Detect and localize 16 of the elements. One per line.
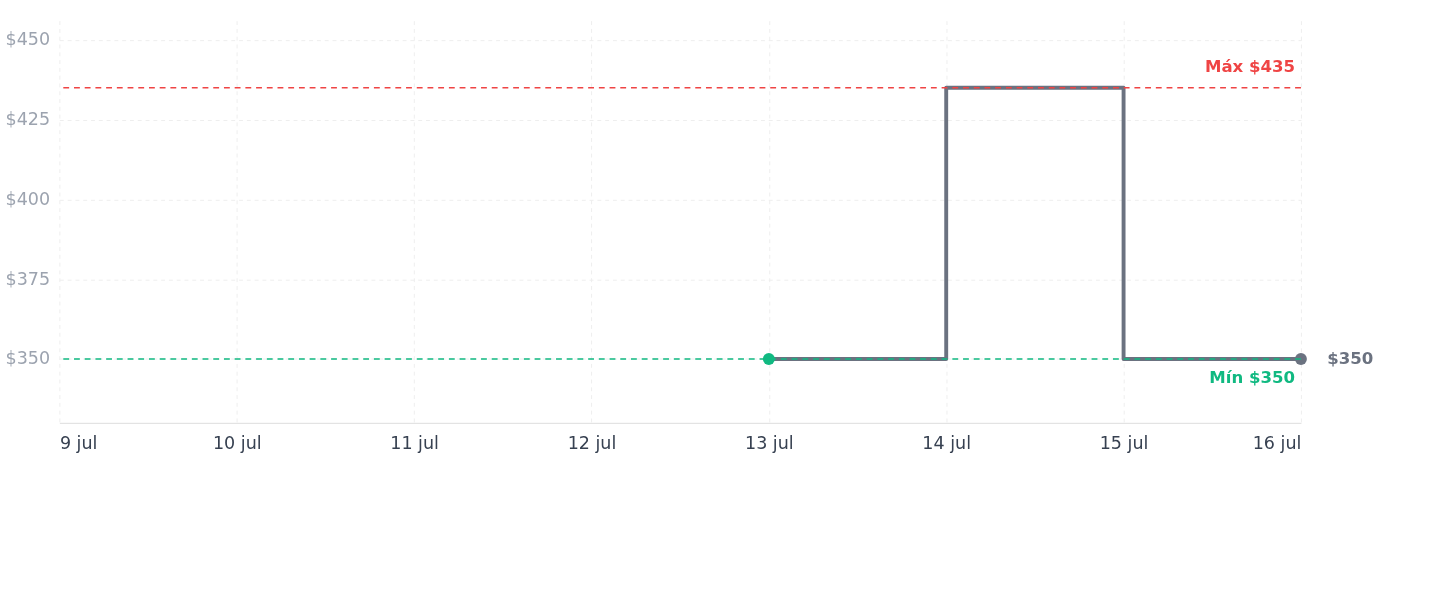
x-tick-label: 12 jul xyxy=(567,432,617,453)
x-tick-label: 10 jul xyxy=(212,432,262,453)
x-tick-label: 15 jul xyxy=(1099,432,1149,453)
annotation: $350 xyxy=(1327,348,1374,368)
y-tick-label: $425 xyxy=(5,108,51,129)
x-tick-label: 16 jul xyxy=(1252,432,1302,453)
x-tick-label: 9 jul xyxy=(59,432,98,453)
y-tick-label: $400 xyxy=(5,188,51,209)
x-tick-label: 13 jul xyxy=(744,432,794,453)
y-tick-label: $375 xyxy=(5,268,51,289)
ref-line-label: Máx $435 xyxy=(1204,57,1296,77)
y-tick-label: $350 xyxy=(5,348,51,369)
ref-line-label: Mín $350 xyxy=(1209,368,1296,388)
x-tick-label: 11 jul xyxy=(390,432,439,453)
x-tick-label: 14 jul xyxy=(922,432,972,453)
y-tick-label: $450 xyxy=(5,29,51,50)
